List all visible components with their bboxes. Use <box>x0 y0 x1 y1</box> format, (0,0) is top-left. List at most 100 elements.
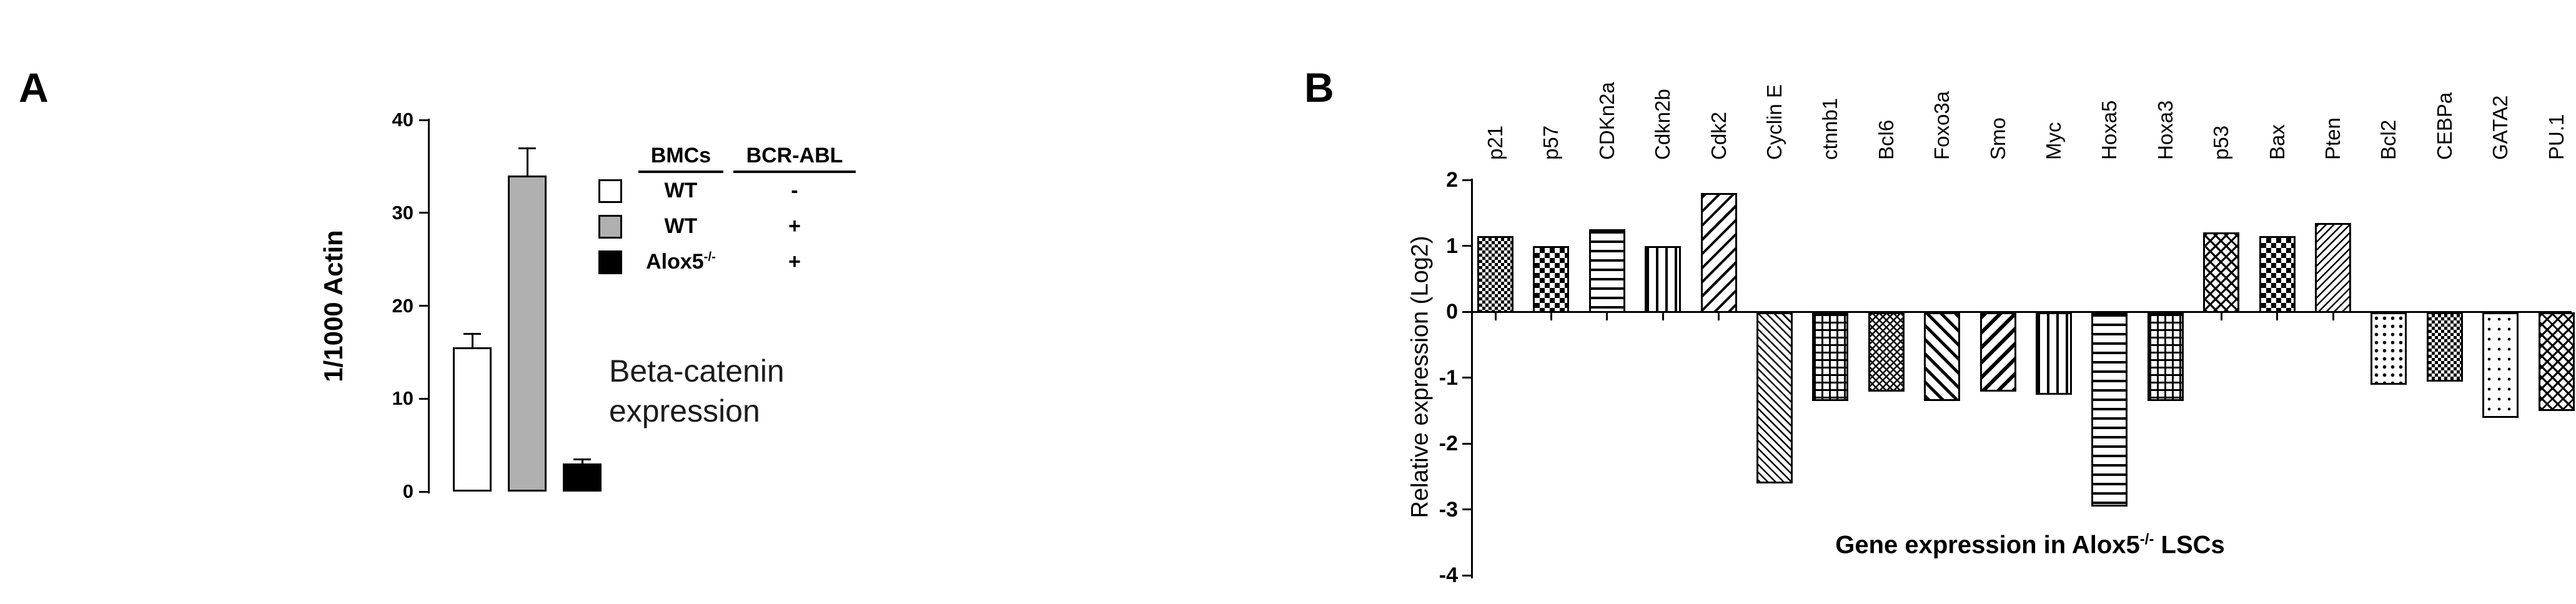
error-cap-0 <box>463 333 481 335</box>
panel-a-y-tick-label-40: 40 <box>392 109 414 131</box>
panel-b-y-axis-line <box>1471 179 1473 578</box>
panel-b-bar-foxo3a <box>1924 312 1961 402</box>
legend-bmcs-text-2: Alox5 <box>646 250 704 274</box>
gene-label-ctnnb1: ctnnb1 <box>1818 97 1842 160</box>
gene-label-myc: Myc <box>2042 122 2065 161</box>
legend-bmcs-1: WT <box>633 214 728 239</box>
error-bar-1 <box>526 147 528 176</box>
legend-swatch-0 <box>598 179 622 203</box>
panel-b-x-tick-0 <box>1494 312 1497 320</box>
panel-b-bar-pu-1 <box>2538 312 2575 412</box>
gene-label-bcl6: Bcl6 <box>1874 119 1898 160</box>
panel-b-x-tick-4 <box>1718 312 1720 320</box>
panel-b-x-tick-14 <box>2276 312 2279 320</box>
panel-b-bar-bcl2 <box>2370 312 2407 385</box>
panel-a-y-tick-label-20: 20 <box>392 294 414 317</box>
panel-b-y-tick--1 <box>1462 377 1471 379</box>
legend-header-bmcs: BMCs <box>638 144 723 173</box>
panel-a-y-axis-line <box>428 119 430 493</box>
gene-label-bcl2: Bcl2 <box>2377 119 2400 160</box>
panel-a-legend: BMCs BCR-ABL WT - WT + Alox5-/- + <box>592 137 861 280</box>
panel-a-y-tick-30 <box>419 212 428 214</box>
panel-b-bar-p57 <box>1533 245 1570 313</box>
panel-a-label: A <box>19 64 49 111</box>
panel-a-y-axis-title: 1/1000 Actin <box>319 230 348 382</box>
gene-label-cdkn2a: CDKn2a <box>1595 82 1618 160</box>
panel-b-x-tick-15 <box>2332 312 2334 320</box>
panel-b-y-tick--3 <box>1462 508 1471 510</box>
panel-b-x-tick-2 <box>1606 312 1608 320</box>
panel-b-bar-cyclin-e <box>1756 312 1793 484</box>
panel-a-y-tick-label-0: 0 <box>402 480 414 502</box>
error-bar-2 <box>581 458 583 464</box>
gene-label-pu-1: PU.1 <box>2544 114 2568 160</box>
gene-label-gata2: GATA2 <box>2489 95 2512 160</box>
panel-b-bar-cebpa <box>2426 312 2463 382</box>
panel-b-title-main: Gene expression in Alox5 <box>1835 531 2140 559</box>
legend-header-bcr-abl: BCR-ABL <box>733 144 856 173</box>
panel-b-title: Gene expression in Alox5-/- LSCs <box>1680 531 2380 559</box>
panel-b-y-tick-0 <box>1462 310 1471 313</box>
gene-label-pten: Pten <box>2321 117 2344 160</box>
legend-bmcs-2: Alox5-/- <box>633 250 728 274</box>
panel-b-x-tick-3 <box>1662 312 1664 320</box>
gene-label-bax: Bax <box>2265 124 2289 160</box>
legend-bcr-abl-2: + <box>788 250 801 274</box>
legend-bmcs-text-1: WT <box>664 214 698 238</box>
error-bar-0 <box>471 334 473 348</box>
legend-swatch-2 <box>598 250 622 274</box>
legend-bcr-abl-1: + <box>788 214 801 238</box>
panel-b-bar-ctnnb1 <box>1812 312 1849 402</box>
panel-b-y-tick-label-1: 1 <box>1446 234 1458 258</box>
gene-label-cdk2: Cdk2 <box>1707 111 1730 160</box>
panel-b-y-tick-label-2: 2 <box>1446 168 1458 192</box>
panel-a-bar-wt-bmcs-bcr-abl <box>508 176 547 492</box>
panel-b-y-tick-label--2: -2 <box>1439 432 1458 455</box>
gene-label-cebpa: CEBPa <box>2432 92 2456 160</box>
gene-label-p53: p53 <box>2209 125 2233 160</box>
panel-b-y-tick--4 <box>1462 574 1471 577</box>
panel-b-y-tick-label-0: 0 <box>1446 300 1458 324</box>
panel-a-y-tick-label-10: 10 <box>392 387 414 410</box>
panel-b-bar-cdkn2a <box>1588 229 1625 313</box>
panel-a-y-tick-40 <box>419 119 428 121</box>
panel-b-zero-line <box>1471 310 2572 313</box>
panel-b-y-tick-label--1: -1 <box>1439 365 1458 390</box>
gene-label-foxo3a: Foxo3a <box>1930 91 1954 160</box>
error-cap-1 <box>518 147 536 149</box>
error-cap-2 <box>573 458 591 460</box>
panel-b-bar-hoxa5 <box>2091 312 2128 507</box>
panel-b-bar-smo <box>1979 312 2016 392</box>
panel-b-x-tick-13 <box>2220 312 2222 320</box>
panel-b-bar-bax <box>2259 235 2296 313</box>
panel-b-bar-gata2 <box>2482 312 2519 418</box>
panel-b-bar-p21 <box>1477 235 1513 313</box>
panel-b-label: B <box>1304 64 1334 111</box>
panel-a-y-tick-20 <box>419 305 428 307</box>
panel-b-bar-hoxa3 <box>2147 312 2184 402</box>
panel-b-y-tick-label--4: -4 <box>1439 563 1458 587</box>
legend-bmcs-0: WT <box>633 179 728 203</box>
panel-b-bar-myc <box>2036 312 2072 395</box>
panel-a-bar-wt-bmcs-bcr-abl <box>453 347 492 492</box>
panel-a-y-tick-10 <box>419 397 428 400</box>
panel-b-bar-bcl6 <box>1868 312 1905 392</box>
panel-b-bar-pten <box>2315 222 2351 313</box>
panel-b-bar-cdkn2b <box>1645 245 1682 313</box>
panel-a-annotation: Beta-catenin expression <box>609 354 785 428</box>
gene-label-hoxa3: Hoxa3 <box>2153 100 2177 160</box>
panel-b-y-tick-1 <box>1462 245 1471 247</box>
legend-bmcs-text-0: WT <box>664 179 698 202</box>
legend-swatch-1 <box>598 214 622 239</box>
gene-label-cdkn2b: Cdkn2b <box>1651 89 1675 160</box>
panel-a-bar-alox5-bmcs-bcr-abl <box>563 463 602 492</box>
panel-a-y-tick-0 <box>419 490 428 493</box>
legend-bmcs-sup-2: -/- <box>703 250 716 264</box>
panel-b-bar-p53 <box>2203 232 2240 313</box>
gene-label-cyclin-e: Cyclin E <box>1763 84 1786 160</box>
panel-b-y-tick--2 <box>1462 442 1471 445</box>
panel-a-y-tick-label-30: 30 <box>392 201 414 224</box>
panel-b-y-tick-2 <box>1462 179 1471 181</box>
panel-b-title-sup: -/- <box>2139 531 2154 548</box>
